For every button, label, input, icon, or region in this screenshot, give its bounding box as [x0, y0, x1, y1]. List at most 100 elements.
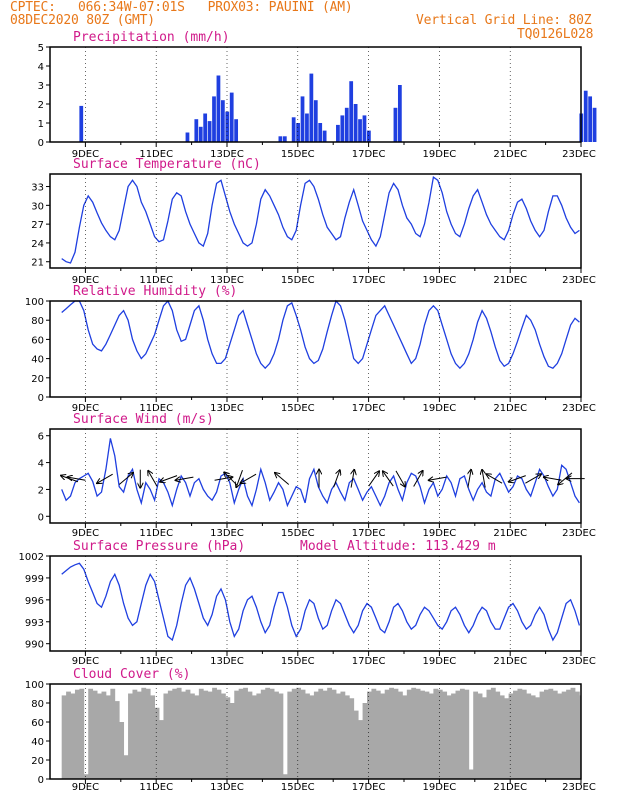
series-line	[61, 562, 581, 642]
precip-bar	[79, 105, 84, 142]
y-tick-label: 3	[38, 81, 44, 92]
x-tick-label: 17DEC	[352, 656, 386, 667]
cloud-bar	[411, 687, 417, 779]
panel-1: 0 1 2 3 4 5 9DEC 11DEC 13DEC 15DEC 17DEC 19DEC 21DEC…	[38, 30, 597, 160]
y-tick-label: 2	[38, 100, 44, 111]
cloud-bar	[313, 691, 319, 779]
x-tick-label: 23DEC	[562, 403, 596, 414]
precip-bar	[305, 113, 309, 142]
x-tick-label: 15DEC	[281, 782, 315, 793]
y-tick-label: 40	[31, 355, 44, 366]
panel-5: 990 993 996 999 1002 9DEC 11DEC 13DEC 15DEC 17DEC…	[19, 539, 596, 667]
cloud-bar	[105, 695, 111, 779]
x-tick-label: 17DEC	[352, 149, 386, 160]
cloud-bar	[128, 693, 133, 779]
cloud-bar	[265, 687, 271, 779]
x-tick-label: 15DEC	[281, 149, 315, 160]
cloud-bar	[362, 703, 368, 779]
cloud-bar	[375, 690, 381, 779]
y-tick-label: 0	[38, 775, 44, 786]
cloud-bar	[433, 688, 439, 779]
y-tick-label: 33	[31, 183, 44, 194]
cloud-bar	[389, 687, 394, 779]
series-line	[61, 438, 580, 508]
wind-arrow	[97, 473, 113, 483]
header-source: CPTEC:	[10, 0, 56, 15]
x-tick-label: 11DEC	[139, 656, 173, 667]
x-tick-label: 23DEC	[562, 782, 596, 793]
cloud-bar	[123, 755, 129, 779]
x-tick-label: 11DEC	[139, 528, 173, 539]
cloud-bar	[495, 691, 501, 779]
x-tick-label: 13DEC	[210, 403, 244, 414]
cloud-bar	[459, 688, 465, 779]
cloud-bar	[344, 695, 350, 779]
y-tick-label: 27	[31, 220, 44, 231]
x-tick-label: 17DEC	[352, 275, 386, 286]
plot-frame	[49, 300, 582, 398]
cloud-bar	[194, 695, 200, 779]
wind-arrow	[160, 475, 178, 482]
cloud-bar	[278, 693, 284, 779]
precip-bar	[583, 90, 588, 142]
cloud-bar	[243, 687, 248, 779]
x-tick-label: 17DEC	[352, 403, 386, 414]
cloud-bar	[247, 691, 253, 779]
cloud-bar	[220, 693, 226, 779]
model-altitude: Model Altitude: 113.429 m	[300, 539, 496, 554]
cloud-bar	[521, 689, 527, 779]
x-tick-label: 15DEC	[281, 528, 315, 539]
cloud-bar	[287, 691, 293, 779]
wind-arrow	[486, 474, 503, 484]
y-tick-label: 0	[38, 512, 44, 523]
precip-bar	[313, 100, 318, 142]
x-tick-label: 13DEC	[210, 149, 244, 160]
y-tick-label: 993	[25, 618, 44, 629]
plot-frame	[49, 683, 582, 780]
header-location: 066:34W-07:01S PROX03: PAUINI (AM)	[78, 0, 353, 15]
panel-2: 21 24 27 30 33 9DEC 11DEC 13DEC 15DEC 17DEC 19DEC 2…	[31, 157, 596, 286]
wind-arrow	[509, 475, 526, 482]
cloud-bar	[451, 693, 456, 779]
wind-arrow	[482, 470, 485, 488]
cloud-bar	[198, 688, 204, 779]
cloud-bar	[163, 693, 169, 779]
cloud-bar	[256, 693, 262, 779]
cloud-bar	[468, 769, 474, 779]
cloud-bar	[216, 689, 222, 779]
cloud-bar	[159, 720, 164, 779]
x-tick-label: 21DEC	[493, 275, 527, 286]
wind-arrow	[525, 474, 541, 484]
x-tick-label: 15DEC	[281, 275, 315, 286]
x-tick-label: 13DEC	[210, 275, 244, 286]
cloud-bar	[238, 688, 244, 779]
cloud-bar	[225, 697, 231, 779]
x-tick-label: 9DEC	[72, 656, 99, 667]
wind-arrow	[395, 470, 405, 487]
cloud-bar	[513, 690, 518, 779]
x-tick-label: 11DEC	[139, 149, 173, 160]
precip-bar	[349, 81, 354, 142]
x-tick-label: 23DEC	[562, 656, 596, 667]
precip-bar	[367, 130, 371, 142]
cloud-bar	[176, 687, 182, 779]
cloud-bar	[101, 691, 107, 779]
wind-arrow	[68, 477, 86, 480]
precip-bar	[212, 96, 216, 142]
cloud-bar	[548, 688, 554, 779]
precip-bar	[336, 124, 340, 142]
cloud-bar	[66, 691, 71, 779]
y-tick-label: 100	[25, 680, 44, 691]
precip-bar	[194, 119, 199, 142]
x-tick-label: 15DEC	[281, 403, 315, 414]
cloud-bar	[61, 695, 67, 779]
x-tick-label: 21DEC	[493, 528, 527, 539]
cloud-bar	[83, 774, 89, 779]
precip-bar	[393, 107, 398, 142]
y-tick-label: 2	[38, 485, 44, 496]
cloud-bar	[482, 697, 487, 779]
y-tick-label: 80	[31, 316, 44, 327]
cloud-bar	[406, 689, 412, 779]
cloud-bar	[70, 693, 76, 779]
